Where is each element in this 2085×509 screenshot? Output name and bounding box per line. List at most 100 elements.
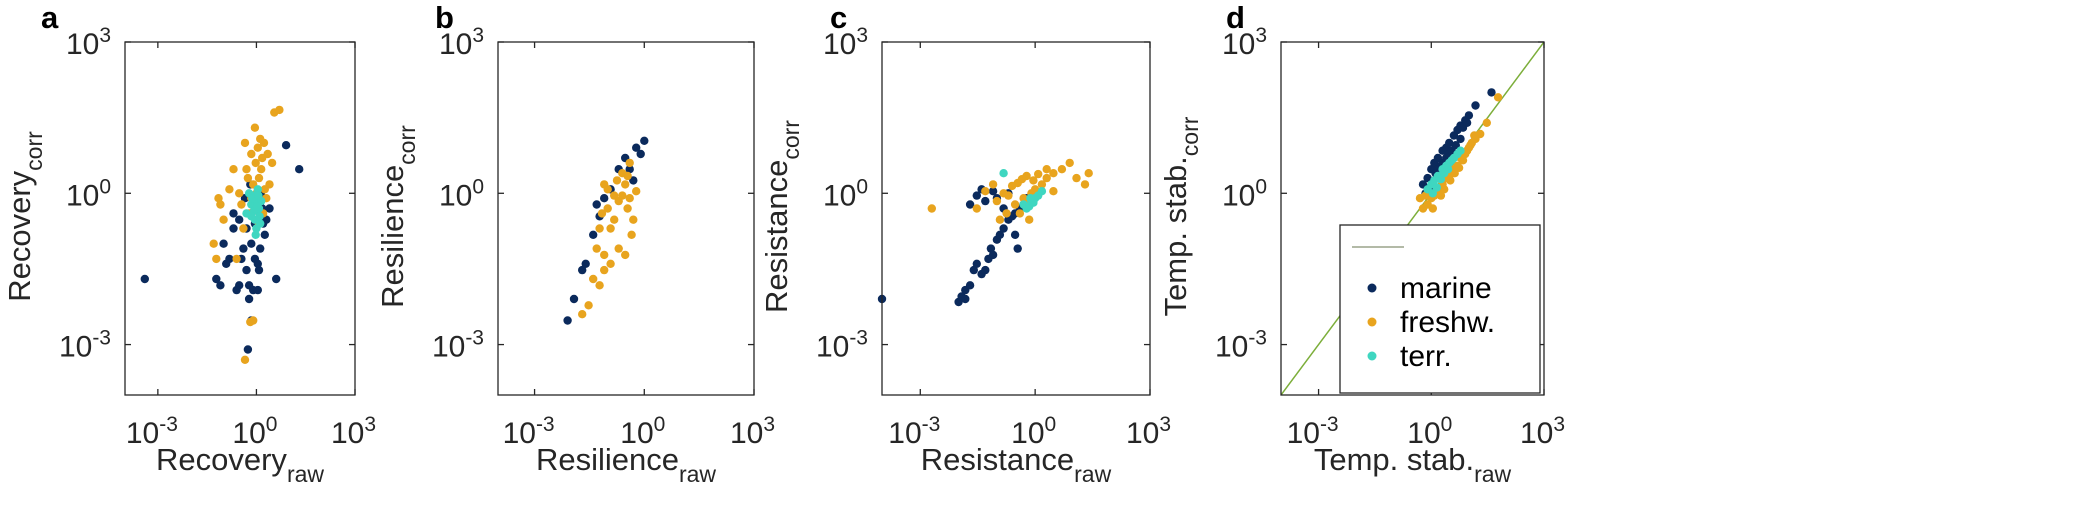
data-point [1029, 176, 1038, 185]
data-point [584, 301, 593, 310]
data-point [625, 158, 634, 168]
data-point [253, 259, 262, 268]
data-point [255, 212, 264, 221]
data-point [1010, 200, 1020, 209]
data-point [1436, 191, 1446, 200]
data-point [1030, 185, 1040, 194]
data-point [612, 176, 622, 185]
data-point [581, 259, 590, 268]
data-point [253, 143, 262, 152]
data-point [232, 285, 241, 295]
y-tick-label: 100 [823, 175, 868, 212]
data-point [1462, 118, 1472, 128]
data-point [250, 123, 260, 132]
data-point [981, 187, 990, 196]
data-point [212, 274, 221, 284]
x-tick-label: 103 [730, 413, 775, 450]
data-point [260, 185, 269, 194]
data-point [592, 200, 601, 209]
data-point [600, 180, 609, 189]
data-point [592, 244, 601, 253]
x-tick-label: 10-3 [126, 413, 178, 450]
data-point [1034, 169, 1043, 179]
data-point [237, 200, 246, 209]
data-point [257, 165, 266, 174]
data-point [253, 185, 262, 194]
y-tick-label: 103 [823, 24, 868, 61]
data-point [239, 244, 248, 253]
y-tick-label: 103 [66, 24, 111, 61]
x-tick-label: 10-3 [503, 413, 555, 450]
data-point [1482, 118, 1492, 128]
data-point [623, 204, 632, 213]
panel-letter: a [41, 0, 59, 35]
data-point [629, 215, 638, 224]
data-point [1022, 171, 1031, 181]
data-point [927, 204, 936, 213]
x-tick-label: 100 [232, 413, 277, 450]
series-freshw [578, 158, 641, 319]
legend-label: marine [1400, 272, 1492, 305]
data-point [1042, 165, 1051, 174]
data-point [1440, 185, 1449, 194]
series-marine [563, 136, 649, 325]
legend-label: freshw. [1400, 306, 1495, 339]
data-point [618, 191, 627, 200]
data-point [595, 224, 604, 233]
data-point [232, 254, 241, 264]
x-axis-label: Temp. stab.raw [1314, 442, 1512, 487]
y-tick-label: 10-3 [816, 327, 868, 364]
data-point [1487, 88, 1496, 97]
data-point [1428, 204, 1438, 213]
data-point [1080, 180, 1090, 189]
data-point [606, 259, 615, 268]
data-point [1057, 165, 1067, 174]
x-axis-label: Resistanceraw [921, 442, 1112, 487]
data-point [222, 259, 231, 268]
axes-box [1280, 41, 1545, 396]
data-point [999, 224, 1008, 233]
data-point [240, 355, 250, 364]
data-point [1423, 173, 1432, 183]
data-point [253, 285, 262, 295]
data-point [1025, 215, 1034, 224]
series-terr [242, 185, 266, 239]
data-point [1443, 165, 1453, 174]
x-tick-label: 103 [1520, 413, 1565, 450]
series-marine [140, 141, 304, 354]
y-tick-label: 10-3 [59, 327, 111, 364]
data-point [249, 316, 258, 325]
data-point [209, 239, 218, 248]
data-point [229, 224, 238, 233]
data-point [1445, 138, 1454, 148]
data-point [569, 294, 579, 304]
x-tick-label: 100 [1407, 413, 1452, 450]
data-point [972, 191, 981, 200]
x-tick-label: 10-3 [888, 413, 940, 450]
axes-box [124, 41, 356, 396]
series-terr [1423, 146, 1465, 198]
panel-a: a10-3 100 10310-3100103RecoveryrawRecovery… [2, 0, 376, 487]
data-point [1010, 230, 1020, 239]
data-point [600, 265, 609, 275]
data-point [247, 239, 256, 248]
data-point [969, 265, 978, 275]
data-point [999, 169, 1008, 178]
y-tick-label: 103 [1222, 24, 1267, 61]
x-tick-label: 100 [620, 413, 665, 450]
data-point [252, 224, 261, 233]
data-point [239, 224, 248, 233]
data-point [1049, 187, 1058, 196]
data-point [263, 149, 272, 159]
data-point [244, 294, 254, 304]
data-point [219, 215, 228, 224]
data-point [214, 194, 223, 203]
data-point [247, 149, 256, 159]
data-point [589, 274, 598, 284]
data-point [1451, 141, 1461, 150]
axes-box [881, 41, 1151, 396]
data-point [140, 274, 149, 284]
data-point [623, 171, 632, 181]
y-axis-label: Resistancecorr [759, 120, 804, 313]
